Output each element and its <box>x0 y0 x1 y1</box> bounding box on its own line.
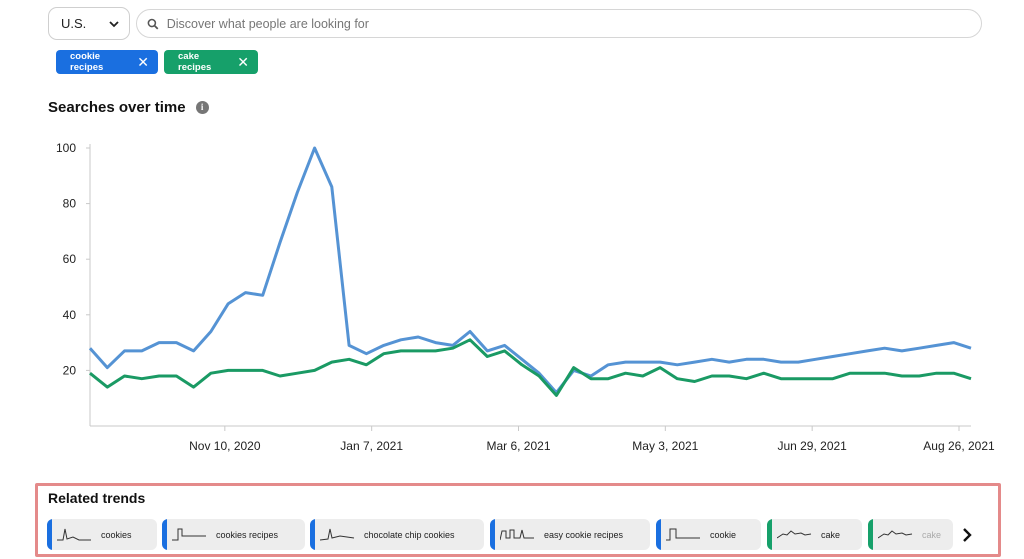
trend-label: easy cookie recipes <box>544 529 624 540</box>
y-tick-label: 100 <box>56 141 76 155</box>
close-icon[interactable]: ✕ <box>237 54 249 70</box>
sparkline-icon <box>777 529 812 538</box>
y-tick-label: 40 <box>63 308 77 322</box>
sparkline-icon <box>172 528 206 540</box>
chevron-right-icon[interactable] <box>957 523 977 547</box>
sparkline-icon <box>500 529 534 540</box>
search-input[interactable] <box>166 16 981 31</box>
x-tick-label: May 3, 2021 <box>632 439 698 453</box>
related-trend-card[interactable]: cake <box>868 519 953 550</box>
trend-color-bar <box>162 519 167 550</box>
related-trends-title: Related trends <box>48 490 146 506</box>
related-trend-card[interactable]: cookies <box>47 519 157 550</box>
close-icon[interactable]: ✕ <box>137 54 149 70</box>
section-title-text: Searches over time <box>48 99 186 116</box>
x-tick-label: Jan 7, 2021 <box>340 439 403 453</box>
y-tick-label: 20 <box>63 363 77 377</box>
trend-label: cookies <box>101 529 132 540</box>
trend-color-bar <box>868 519 873 550</box>
searches-chart: 20 40 60 80 100 Nov 10, 2020 Jan 7, 2021 Mar 6,… <box>56 141 995 453</box>
related-trend-card[interactable]: chocolate chip cookies <box>310 519 484 550</box>
related-trends-panel <box>35 483 1001 557</box>
section-title: Searches over time i <box>48 99 209 116</box>
sparkline-icon <box>878 529 913 538</box>
region-label: U.S. <box>61 16 87 31</box>
trend-color-bar <box>767 519 772 550</box>
info-icon[interactable]: i <box>195 101 209 114</box>
x-tick-label: Jun 29, 2021 <box>777 439 847 453</box>
search-bar[interactable] <box>136 9 982 38</box>
related-trend-card[interactable]: cookie <box>656 519 761 550</box>
sparkline-icon <box>57 528 91 540</box>
y-tick-label: 80 <box>63 197 77 211</box>
trend-color-bar <box>490 519 495 550</box>
sparkline-icon <box>320 528 355 540</box>
trend-label: cookie <box>710 529 737 540</box>
series-line-cookie-recipes <box>88 146 972 395</box>
x-tick-label: Mar 6, 2021 <box>486 439 550 453</box>
trend-color-bar <box>310 519 315 550</box>
series-line-cake-recipes <box>89 338 972 397</box>
trend-label: cake <box>821 529 841 540</box>
chip-label: cake recipes <box>178 51 212 73</box>
search-icon <box>147 18 159 30</box>
chip-label: cookie recipes <box>70 51 104 73</box>
related-trend-card[interactable]: easy cookie recipes <box>490 519 650 550</box>
chevron-down-icon <box>109 21 119 28</box>
trend-color-bar <box>47 519 52 550</box>
trend-label: cookies recipes <box>216 529 279 540</box>
region-select[interactable]: U.S. <box>48 7 130 40</box>
sparkline-icon <box>666 528 700 540</box>
related-trend-card[interactable]: cake <box>767 519 862 550</box>
trend-color-bar <box>656 519 661 550</box>
x-tick-label: Nov 10, 2020 <box>189 439 261 453</box>
chip-cake-recipes[interactable]: cake recipes ✕ <box>164 50 258 74</box>
y-tick-label: 60 <box>63 252 77 266</box>
x-tick-label: Aug 26, 2021 <box>923 439 995 453</box>
related-trend-card[interactable]: cookies recipes <box>162 519 305 550</box>
chip-cookie-recipes[interactable]: cookie recipes ✕ <box>56 50 158 74</box>
trend-label: cake <box>922 529 942 540</box>
trend-label: chocolate chip cookies <box>364 529 455 540</box>
